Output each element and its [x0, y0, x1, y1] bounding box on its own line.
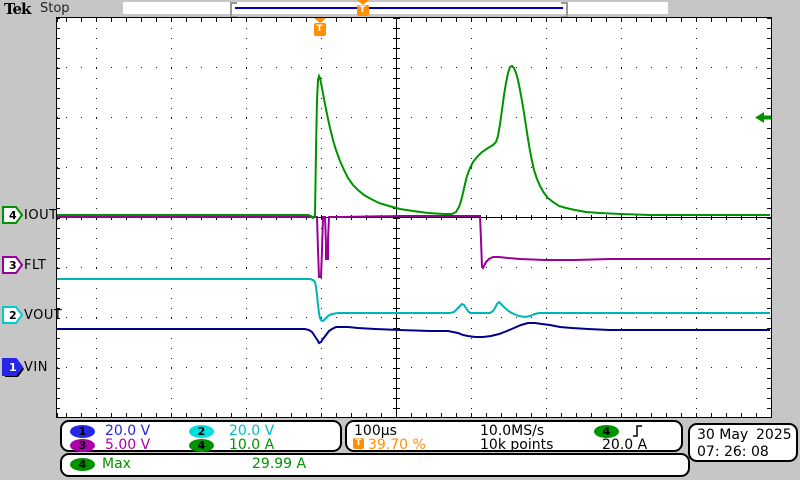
trigger-triangle-icon: [313, 18, 326, 23]
timebase-trigger-box: 100µs 10.0MS/s 4 T 39.70 % 10k points 20…: [345, 420, 683, 453]
tek-logo: Tek: [4, 0, 31, 18]
channel-2-label: VOUT: [24, 308, 63, 323]
trigger-t-icon: T: [353, 438, 364, 449]
record-window-left-bracket: [230, 2, 237, 18]
time: 07: 26: 08: [697, 444, 769, 460]
measurement-source-badge: 4: [70, 458, 95, 471]
channel-number: 4: [9, 209, 17, 222]
gridline: [57, 117, 771, 118]
measurement-name: Max: [102, 456, 131, 472]
top-status-bar: Tek Stop T: [0, 0, 800, 18]
channel-3-badge: 3: [70, 439, 95, 452]
measurement-value: 29.99 A: [252, 456, 307, 472]
channel-1-label: VIN: [24, 360, 48, 375]
trigger-t-icon: T: [313, 23, 326, 36]
record-trigger-position-marker[interactable]: T: [356, 0, 369, 16]
channel-number: 1: [9, 361, 17, 374]
edge-ticks: [57, 18, 771, 22]
channel-2-badge: 2: [189, 425, 214, 438]
channel-2-scale: 20.0 V: [229, 423, 275, 439]
gridline: [57, 167, 771, 168]
gridline: [57, 267, 771, 268]
channel-4-scale: 10.0 A: [229, 437, 275, 453]
trigger-level-arrow[interactable]: [755, 111, 772, 124]
marker-shape: [2, 256, 24, 274]
record-window-right-bracket: [561, 2, 568, 18]
marker-shape: [2, 306, 24, 324]
trigger-source-badge: 4: [594, 425, 619, 438]
gridline: [57, 67, 771, 68]
channel-2-position-marker[interactable]: 2: [2, 306, 24, 325]
trigger-level: 20.0 A: [602, 437, 648, 453]
channel-3-position-marker[interactable]: 3: [2, 256, 24, 275]
left-arrow-icon: [755, 112, 771, 123]
marker-shape: [2, 206, 24, 224]
channel-number: 3: [9, 259, 17, 272]
channel-4-badge: 4: [189, 439, 214, 452]
channel-readouts-box: 1 20.0 V 2 20.0 V 3 5.00 V 4 10.0 A: [60, 420, 342, 453]
rising-edge-slope-icon: [633, 425, 642, 437]
date: 30 May: [697, 427, 749, 443]
timebase-scale: 100µs: [354, 423, 397, 439]
graticule: [56, 17, 772, 418]
trigger-t-icon: T: [356, 5, 369, 16]
record-length: 10k points: [480, 437, 554, 453]
edge-ticks: [767, 18, 771, 417]
edge-ticks: [57, 413, 771, 417]
center-vertical-axis: [396, 18, 397, 417]
acquisition-status: Stop: [40, 1, 70, 16]
channel-4-position-marker[interactable]: 4: [2, 206, 24, 225]
year: 2025: [756, 427, 792, 443]
channel-1-badge: 1: [70, 425, 95, 438]
trigger-triangle-icon: [356, 0, 369, 5]
record-line: [235, 7, 563, 9]
channel-4-label: IOUT: [24, 208, 58, 223]
datetime-box: 30 May 2025 07: 26: 08: [688, 423, 798, 462]
channel-1-scale: 20.0 V: [105, 423, 151, 439]
channel-3-scale: 5.00 V: [105, 437, 151, 453]
sample-rate: 10.0MS/s: [480, 423, 545, 439]
channel-3-label: FLT: [24, 258, 47, 273]
trigger-position-marker[interactable]: T: [313, 18, 326, 36]
measurement-box: 4 Max 29.99 A: [60, 453, 690, 477]
channel-number: 2: [9, 309, 17, 322]
channel-1-position-marker[interactable]: 1: [2, 358, 26, 379]
trigger-position-percent: 39.70 %: [368, 437, 426, 453]
gridline: [57, 317, 771, 318]
record-view-bar: T: [123, 0, 668, 18]
gridline: [57, 367, 771, 368]
marker-shape: [2, 358, 24, 376]
center-horizontal-axis: [57, 217, 771, 218]
